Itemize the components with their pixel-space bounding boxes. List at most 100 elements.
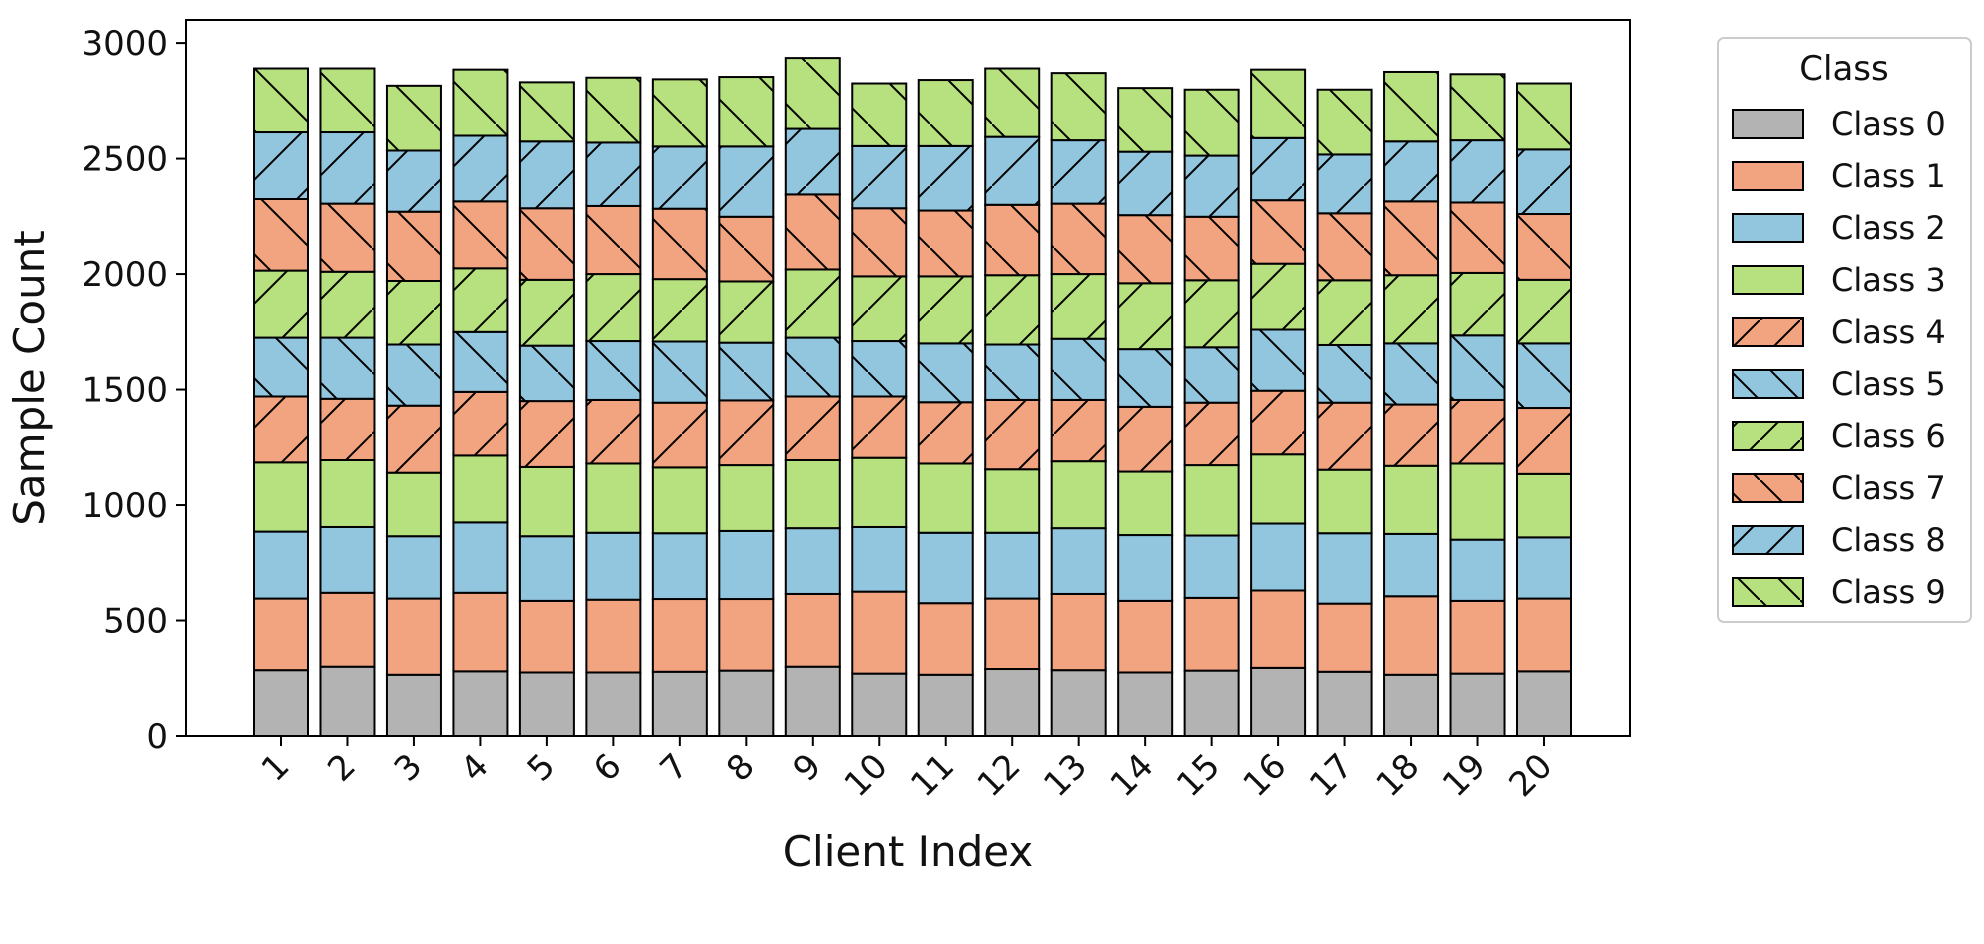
bar-segment-hatch-class-9 [386, 85, 441, 151]
bar-segment-hatch-class-9 [519, 82, 574, 142]
bar-segment-class-2 [585, 531, 642, 601]
bar-stack-client-18 [1383, 70, 1440, 737]
x-tick-label: 5 [520, 746, 564, 790]
bar-segment-hatch-class-6 [254, 270, 308, 338]
bar-segment-hatch-class-8 [1384, 141, 1439, 202]
legend-label: Class 3 [1831, 261, 1946, 299]
bar-segment-class-0 [1516, 670, 1572, 738]
bar-segment-class-3 [452, 454, 509, 524]
bar-stack-client-14 [1117, 87, 1174, 738]
bar-segment-class-1 [452, 591, 509, 673]
bar-segment-hatch-class-5 [453, 331, 508, 392]
legend-swatch [1732, 213, 1804, 243]
bar-segment-hatch-class-6 [1317, 280, 1372, 345]
bar-segment-hatch-class-8 [1251, 137, 1306, 201]
bar-segment-hatch-class-4 [386, 405, 441, 473]
bar-segment-hatch-class-8 [1317, 154, 1372, 214]
bar-segment-hatch-class-4 [918, 402, 973, 464]
bar-segment-hatch-class-8 [453, 135, 508, 202]
bar-segment-class-2 [1117, 534, 1174, 602]
bar-segment-class-3 [1250, 453, 1307, 525]
bar-segment-hatch-class-6 [1384, 275, 1439, 344]
bar-segment-class-1 [1316, 602, 1373, 673]
bar-segment-class-2 [518, 535, 575, 602]
bar-segment-hatch-class-5 [785, 337, 840, 397]
bar-segment-hatch-class-8 [1184, 155, 1239, 217]
y-tick-label: 2000 [81, 255, 168, 295]
bar-segment-class-3 [651, 466, 708, 535]
bar-segment-class-0 [452, 670, 509, 738]
bar-segment-class-0 [585, 671, 642, 738]
bar-segment-hatch-class-7 [918, 210, 973, 277]
bar-segment-class-0 [385, 673, 442, 737]
legend-item-class-4: Class 4 [1732, 313, 1946, 351]
bar-segment-class-3 [385, 471, 442, 538]
bar-segment-hatch-class-6 [586, 274, 641, 342]
bar-segment-hatch-class-8 [719, 146, 774, 217]
bar-segment-class-2 [1183, 534, 1240, 599]
bar-segment-hatch-class-9 [1517, 83, 1571, 150]
bar-segment-hatch-class-5 [1051, 338, 1106, 400]
bar-segment-hatch-class-8 [1450, 140, 1505, 203]
bar-segment-hatch-class-5 [1251, 329, 1306, 391]
bar-segment-hatch-class-8 [1517, 149, 1571, 215]
bar-stack-client-8 [718, 76, 775, 737]
legend-item-class-7: Class 7 [1732, 469, 1946, 507]
legend-label: Class 2 [1831, 209, 1946, 247]
bar-segment-hatch-class-8 [985, 136, 1040, 205]
bar-segment-class-1 [851, 590, 908, 675]
bar-segment-hatch-class-5 [320, 337, 375, 399]
bar-segment-hatch-class-9 [785, 58, 840, 129]
bar-segment-class-3 [1183, 464, 1240, 537]
bar-segment-class-2 [385, 535, 442, 600]
y-tick-label: 1000 [81, 486, 168, 526]
bar-segment-hatch-class-4 [652, 402, 707, 468]
bar-segment-hatch-class-6 [652, 279, 707, 342]
legend-title: Class [1799, 49, 1888, 89]
x-tick-label: 6 [586, 746, 630, 790]
bar-segment-class-0 [651, 670, 708, 737]
bar-segment-hatch-class-7 [785, 194, 840, 270]
bar-segment-class-3 [253, 461, 309, 533]
legend-items: Class 0 Class 1 Class 2 Class 3 Class 4 Class… [1732, 105, 1946, 611]
bar-segment-hatch-class-6 [1251, 263, 1306, 330]
bar-stack-client-13 [1050, 72, 1107, 737]
bar-segment-hatch-class-6 [1517, 279, 1571, 344]
bar-segment-class-2 [319, 525, 376, 594]
bar-segment-class-0 [1117, 671, 1174, 738]
bar-segment-class-0 [917, 673, 974, 737]
bar-segment-class-0 [851, 672, 908, 738]
bar-segment-hatch-class-5 [918, 343, 973, 403]
bar-segment-class-3 [1383, 464, 1440, 535]
plot-area-frame [185, 19, 1631, 737]
bar-segment-hatch-class-6 [320, 271, 375, 338]
x-tick-label: 11 [903, 746, 962, 805]
x-tick-label: 20 [1501, 746, 1560, 805]
y-tick-label: 500 [103, 602, 168, 642]
bar-segment-class-1 [1449, 599, 1506, 675]
bar-segment-hatch-class-4 [985, 399, 1040, 470]
bar-segment-class-1 [253, 597, 309, 672]
bar-segment-hatch-class-9 [1317, 89, 1372, 155]
x-tick-label: 18 [1369, 746, 1428, 805]
y-tick-label: 2500 [81, 140, 168, 180]
bar-stack-client-3 [385, 84, 442, 737]
bar-segment-hatch-class-5 [254, 337, 308, 397]
bar-segment-hatch-class-4 [1051, 399, 1106, 462]
bar-segment-class-0 [1449, 672, 1506, 738]
bar-segment-hatch-class-7 [1317, 213, 1372, 281]
bar-segment-hatch-class-5 [1450, 335, 1505, 400]
bar-segment-class-3 [851, 456, 908, 528]
bar-segment-class-1 [1383, 595, 1440, 676]
bar-segment-hatch-class-4 [785, 396, 840, 460]
bar-segment-class-0 [1250, 666, 1307, 737]
bar-segment-hatch-class-6 [1051, 274, 1106, 339]
bar-segment-class-1 [1117, 599, 1174, 674]
x-tick-label: 7 [653, 746, 697, 790]
bar-segment-hatch-class-5 [1317, 344, 1372, 403]
bar-segment-class-3 [1516, 472, 1572, 539]
bar-stack-client-15 [1183, 88, 1240, 737]
bar-segment-hatch-class-9 [652, 79, 707, 147]
